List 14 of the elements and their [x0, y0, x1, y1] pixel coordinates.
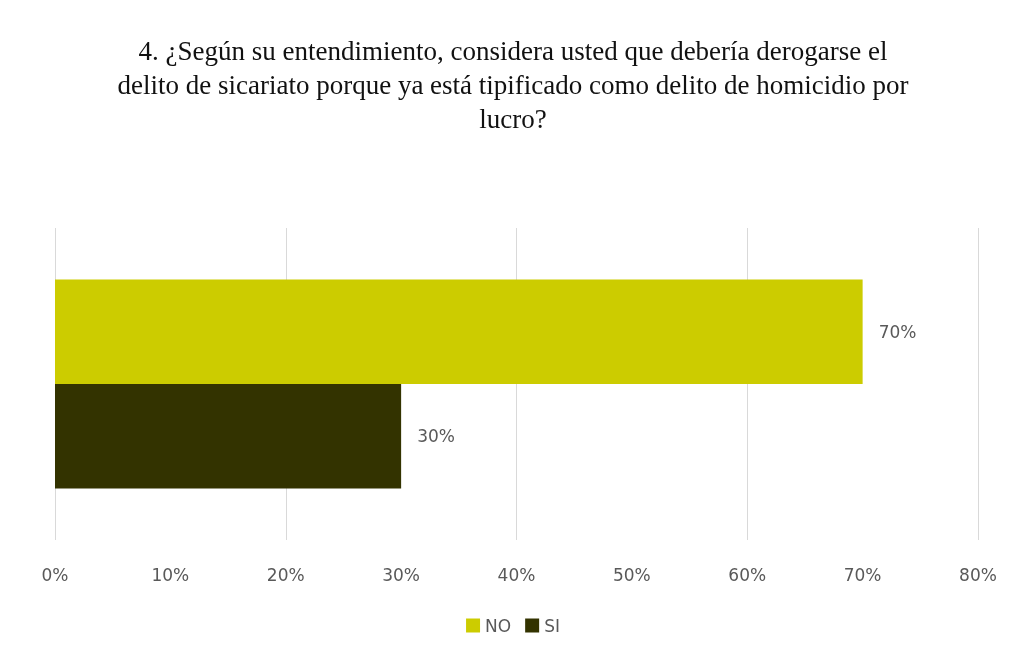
chart-title: 4. ¿Según su entendimiento, considera usted que debería derogarse el delito de sicariato porque ya está tipificado como delito de homicidio por lucro? — [116, 35, 910, 136]
legend-label: NO — [485, 615, 512, 636]
x-tick-label: 60% — [728, 564, 767, 585]
x-tick-label: 20% — [266, 564, 305, 585]
data-label: 30% — [417, 426, 455, 447]
x-tick-label: 80% — [959, 564, 997, 585]
x-tick-label: 70% — [843, 564, 882, 585]
legend-label: SI — [544, 615, 560, 636]
x-tick-label: 50% — [612, 564, 651, 585]
x-tick-label: 10% — [151, 564, 190, 585]
data-label: 70% — [878, 321, 917, 342]
x-tick-label: 40% — [497, 564, 536, 585]
x-tick-label: 0% — [41, 564, 69, 585]
x-tick-label: 30% — [382, 564, 421, 585]
